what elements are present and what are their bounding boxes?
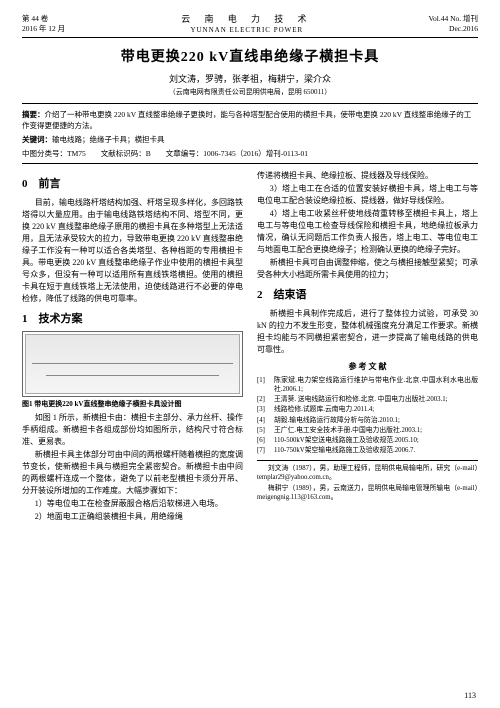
paragraph: 如图 1 所示，新横担卡由：横担卡主部分、承力丝杆、操作手柄组成。新横担卡各组成…	[22, 412, 243, 448]
ref-text: 110-750kV架空输电线路施工及验收规范.2006.7.	[274, 446, 415, 455]
paper-title: 带电更换220 kV直线串绝缘子横担卡具	[22, 46, 478, 66]
ref-number: [6]	[257, 436, 271, 445]
references-heading: 参 考 文 献	[257, 361, 478, 373]
section-0-heading: 0 前言	[22, 176, 243, 193]
paragraph: 2）地面电工正确组装横担卡具，用绝缘绳	[22, 511, 243, 523]
journal-en: YUNNAN ELECTRIC POWER	[190, 26, 303, 35]
page-header: 第 44 卷 2016 年 12 月 云 南 电 力 技 术 YUNNAN EL…	[22, 14, 478, 38]
figure-1-image	[25, 334, 240, 394]
keywords: 关键词：输电线路；绝缘子卡具；横担卡具	[22, 135, 478, 146]
volume-en: Vol.44 No. 增刊	[429, 14, 478, 24]
divider	[22, 163, 478, 164]
paragraph: 新横担卡具主体部分可由中间的两根螺杆随着横担的宽度调节变长，使新横担卡具与横担完…	[22, 449, 243, 497]
divider	[22, 103, 478, 104]
ref-text: 110-500kV架空送电线路施工及验收规范.2005.10;	[274, 436, 419, 445]
reference-item: [2]王清葵. 送电线路运行和检修.北京. 中国电力出版社.2003.1;	[257, 395, 478, 404]
two-column-body: 0 前言 目前，输电线路杆塔结构加强、杆塔呈现多样化，多回路铁塔得以大量应用。由…	[22, 170, 478, 524]
paragraph: 传递将横担卡具、绝缘拉板、提线器及导线保险。	[257, 170, 478, 182]
ref-text: 王广仁.电工安全技术手册.中国电力出版社.2003.1;	[274, 426, 422, 435]
reference-item: [6]110-500kV架空送电线路施工及验收规范.2005.10;	[257, 436, 478, 445]
volume-cn: 第 44 卷	[22, 14, 65, 24]
keywords-label: 关键词：	[22, 135, 52, 144]
abstract: 摘要：介绍了一种带电更换 220 kV 直线整串绝缘子更换时，能与各种塔型配合使…	[22, 110, 478, 132]
ref-text: 胡毅.输电线路运行故障分析与防治.2010.1;	[274, 416, 400, 425]
reference-item: [5]王广仁.电工安全技术手册.中国电力出版社.2003.1;	[257, 426, 478, 435]
ref-text: 王清葵. 送电线路运行和检修.北京. 中国电力出版社.2003.1;	[274, 395, 448, 404]
date-cn: 2016 年 12 月	[22, 24, 65, 34]
classification-line: 中图分类号：TM75 文献标识码：B 文章编号：1006-7345（2016）增…	[22, 148, 478, 159]
figure-1-caption: 图1 带电更换220 kV直线整串绝缘子横担卡具设计图	[22, 399, 243, 410]
reference-item: [4]胡毅.输电线路运行故障分析与防治.2010.1;	[257, 416, 478, 425]
ref-number: [4]	[257, 416, 271, 425]
left-column: 0 前言 目前，输电线路杆塔结构加强、杆塔呈现多样化，多回路铁塔得以大量应用。由…	[22, 170, 243, 524]
ref-number: [7]	[257, 446, 271, 455]
paragraph: 1）等电位电工在检查屏蔽服合格后沿软梯进入电场。	[22, 498, 243, 510]
abstract-text: 介绍了一种带电更换 220 kV 直线整串绝缘子更换时，能与各种塔型配合使用的横…	[22, 110, 471, 130]
section-2-heading: 2 结束语	[257, 287, 478, 304]
ref-number: [2]	[257, 395, 271, 404]
paragraph: 新横担卡具制作完成后，进行了整体拉力试验，可承受 30 kN 的拉力不发生形变，…	[257, 308, 478, 356]
date-en: Dec.2016	[429, 24, 478, 34]
paragraph: 目前，输电线路杆塔结构加强、杆塔呈现多样化，多回路铁塔得以大量应用。由于输电线路…	[22, 197, 243, 305]
paragraph: 新横担卡具可自由调整伸缩，使之与横担接触型紧契；可承受各种大小档距所需卡具使用的…	[257, 257, 478, 281]
page-number: 113	[464, 691, 476, 700]
ref-text: 陈家斌.电力架空线路运行维护与带电作业.北京.中国水利水电出版社.2006.1;	[274, 376, 478, 394]
paragraph: 3）塔上电工在合适的位置安装好横担卡具，塔上电工与等电位电工配合装设绝缘拉板、提…	[257, 183, 478, 207]
reference-item: [7]110-750kV架空输电线路施工及验收规范.2006.7.	[257, 446, 478, 455]
ref-text: 线路检修.试题库.云南电力.2011.4;	[274, 405, 374, 414]
abstract-label: 摘要：	[22, 110, 45, 119]
section-1-heading: 1 技术方案	[22, 311, 243, 328]
author-bio: 刘文涛（1987），男，助理工程师，昆明供电局输电所，研究（e-mail）tem…	[257, 460, 478, 502]
right-column: 传递将横担卡具、绝缘拉板、提线器及导线保险。 3）塔上电工在合适的位置安装好横担…	[257, 170, 478, 524]
authors: 刘文涛，罗骋，张孝祖，梅耕宁，梁介众	[22, 72, 478, 85]
ref-number: [3]	[257, 405, 271, 414]
paragraph: 4）塔上电工收紧丝杆使地线荷重转移至横担卡具上，塔上电工与等电位电工检查导线保险…	[257, 208, 478, 256]
reference-item: [3]线路检修.试题库.云南电力.2011.4;	[257, 405, 478, 414]
ref-number: [1]	[257, 376, 271, 394]
keywords-text: 输电线路；绝缘子卡具；横担卡具	[52, 135, 165, 144]
figure-1	[22, 331, 243, 397]
reference-item: [1]陈家斌.电力架空线路运行维护与带电作业.北京.中国水利水电出版社.2006…	[257, 376, 478, 394]
bio-2: 梅耕宁（1989），男，云南送力，昆明供电局输电管理所输电（e-mail）mei…	[257, 484, 478, 502]
ref-number: [5]	[257, 426, 271, 435]
affiliation: （云南电网有限责任公司昆明供电局，昆明 650011）	[22, 87, 478, 97]
journal-cn: 云 南 电 力 技 术	[181, 14, 312, 26]
references-list: [1]陈家斌.电力架空线路运行维护与带电作业.北京.中国水利水电出版社.2006…	[257, 376, 478, 455]
bio-1: 刘文涛（1987），男，助理工程师，昆明供电局输电所，研究（e-mail）tem…	[257, 464, 478, 482]
